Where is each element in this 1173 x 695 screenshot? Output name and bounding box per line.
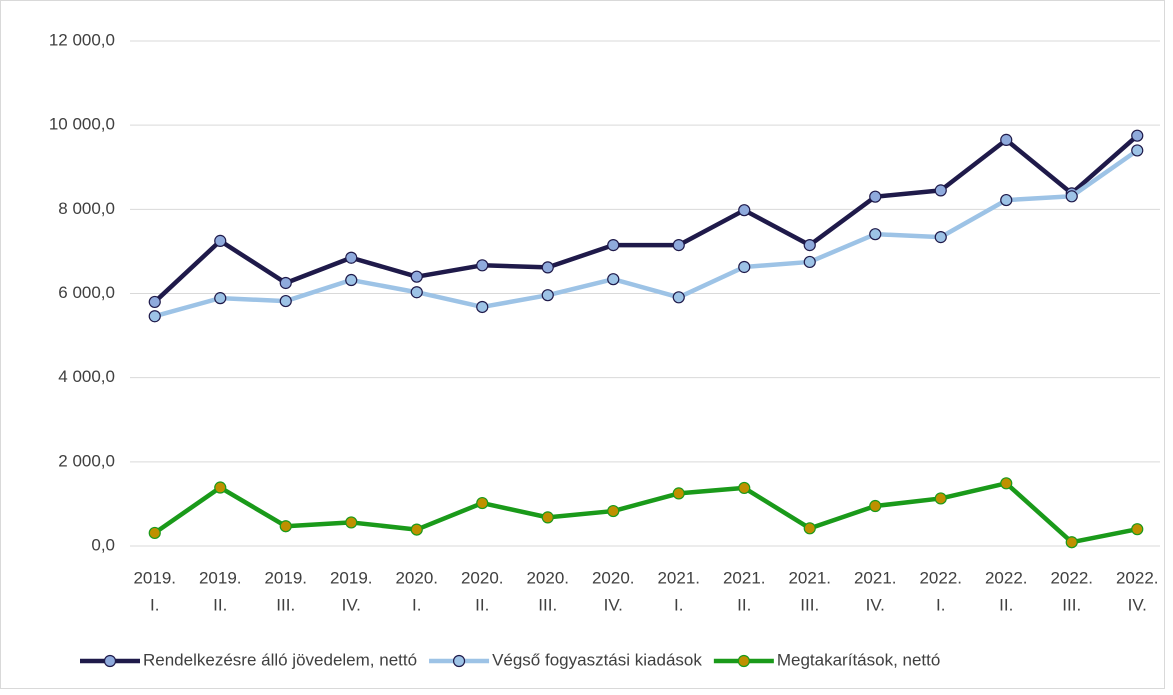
x-tick-label: 2021.	[854, 568, 897, 587]
x-tick-label: III.	[800, 595, 819, 614]
data-point	[869, 499, 882, 513]
x-tick-label: 2019.	[133, 568, 176, 587]
data-point	[148, 295, 161, 309]
data-point	[869, 228, 882, 241]
data-point	[476, 300, 489, 314]
x-tick-label: 2022.	[985, 568, 1028, 587]
data-point	[672, 239, 685, 252]
data-point	[410, 286, 423, 299]
legend-label: Megtakarítások, nettó	[777, 650, 940, 669]
legend-label: Végső fogyasztási kiadások	[492, 650, 702, 669]
x-tick-label: 2022.	[919, 568, 962, 587]
data-point	[1000, 477, 1013, 490]
data-point	[148, 526, 161, 540]
data-point	[541, 261, 554, 274]
data-point	[345, 251, 358, 264]
data-point	[672, 487, 685, 500]
legend-label: Rendelkezésre álló jövedelem, nettó	[143, 650, 417, 669]
data-point	[214, 481, 227, 494]
x-tick-label: 2021.	[788, 568, 831, 587]
data-point	[607, 273, 620, 286]
data-point	[1131, 129, 1144, 142]
x-tick-label: I.	[674, 595, 683, 614]
x-tick-label: IV.	[604, 595, 623, 614]
data-point	[607, 239, 620, 252]
x-tick-label: 2022.	[1050, 568, 1093, 587]
data-point	[410, 270, 423, 283]
data-point	[279, 294, 292, 308]
legend-marker	[103, 654, 117, 668]
data-point	[214, 292, 227, 305]
data-point	[279, 520, 292, 533]
data-point	[672, 291, 685, 304]
x-tick-label: I.	[412, 595, 421, 614]
x-tick-label: 2020.	[526, 568, 569, 587]
data-point	[1065, 190, 1078, 203]
data-point	[607, 504, 620, 518]
x-tick-label: IV.	[866, 595, 885, 614]
x-tick-label: 2020.	[592, 568, 635, 587]
data-point	[1131, 523, 1144, 536]
series-line	[153, 133, 1139, 304]
x-tick-label: III.	[1062, 595, 1081, 614]
x-tick-label: 2021.	[657, 568, 700, 587]
x-tick-label: II.	[737, 595, 751, 614]
series-line	[153, 481, 1138, 545]
data-point	[476, 259, 489, 272]
data-point	[541, 511, 554, 524]
data-point	[803, 255, 816, 269]
x-tick-label: 2020.	[395, 568, 438, 587]
legend-marker	[452, 654, 466, 668]
data-point	[214, 234, 227, 247]
x-tick-label: 2022.	[1116, 568, 1159, 587]
data-point	[934, 184, 947, 197]
x-tick-label: 2020.	[461, 568, 504, 587]
x-tick-label: 2019.	[199, 568, 242, 587]
y-tick-label: 10 000,0	[49, 115, 115, 134]
data-point	[869, 190, 882, 203]
data-point	[738, 260, 751, 274]
legend-marker	[737, 654, 750, 668]
x-tick-label: 2019.	[264, 568, 307, 587]
x-tick-label: IV.	[1128, 595, 1147, 614]
y-tick-label: 8 000,0	[58, 199, 115, 218]
data-point	[541, 289, 554, 302]
y-tick-label: 0,0	[91, 535, 115, 554]
data-point	[934, 231, 947, 244]
data-point	[345, 273, 358, 287]
data-point	[803, 522, 816, 535]
data-point	[738, 481, 751, 495]
x-tick-label: I.	[936, 595, 945, 614]
x-tick-label: 2021.	[723, 568, 766, 587]
x-tick-label: III.	[276, 595, 295, 614]
x-tick-label: II.	[999, 595, 1013, 614]
x-tick-label: 2019.	[330, 568, 373, 587]
data-point	[1065, 536, 1078, 549]
data-point	[1131, 144, 1144, 157]
data-point	[148, 310, 161, 323]
data-point	[803, 239, 816, 252]
y-tick-label: 2 000,0	[58, 451, 115, 470]
data-point	[1000, 193, 1013, 207]
data-point	[410, 523, 423, 536]
data-point	[934, 492, 947, 505]
y-tick-label: 6 000,0	[58, 283, 115, 302]
x-tick-label: III.	[538, 595, 557, 614]
data-point	[279, 276, 292, 290]
data-point	[345, 516, 358, 529]
data-point	[476, 496, 489, 510]
y-tick-label: 12 000,0	[49, 30, 115, 49]
data-point	[1000, 133, 1013, 146]
x-tick-label: I.	[150, 595, 159, 614]
series-line	[154, 148, 1139, 319]
data-point	[738, 204, 751, 217]
y-tick-label: 4 000,0	[58, 367, 115, 386]
x-tick-label: IV.	[342, 595, 361, 614]
x-tick-label: II.	[213, 595, 227, 614]
x-tick-label: II.	[475, 595, 489, 614]
